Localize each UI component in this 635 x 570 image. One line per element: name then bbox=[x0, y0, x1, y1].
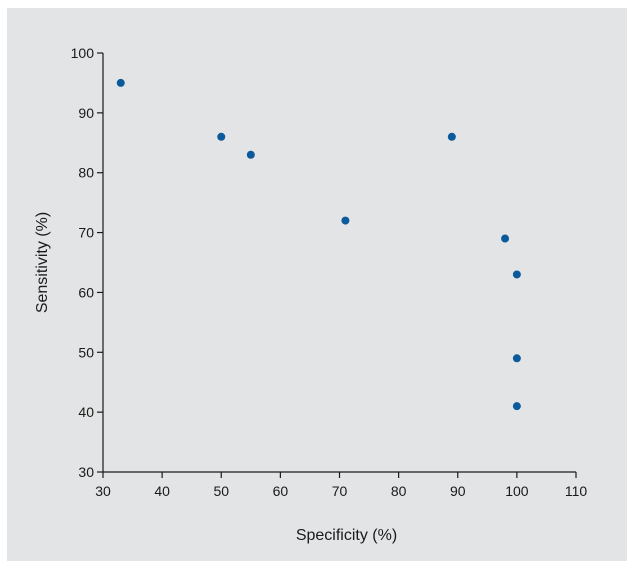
chart-panel bbox=[7, 8, 627, 561]
y-tick-label: 90 bbox=[78, 105, 94, 121]
y-tick-label: 70 bbox=[78, 225, 94, 241]
y-tick-label: 60 bbox=[78, 284, 94, 300]
y-tick-label: 50 bbox=[78, 344, 94, 360]
data-point bbox=[116, 78, 125, 87]
data-point bbox=[512, 354, 521, 363]
data-point bbox=[217, 132, 226, 141]
y-axis-title: Sensitivity (%) bbox=[34, 212, 51, 313]
x-tick-label: 100 bbox=[505, 483, 529, 499]
data-points bbox=[116, 78, 521, 411]
data-point bbox=[512, 270, 521, 279]
x-tick-label: 80 bbox=[391, 483, 407, 499]
x-tick-label: 50 bbox=[213, 483, 229, 499]
y-ticks: 30 40 50 60 70 80 90 100 bbox=[71, 45, 103, 480]
x-tick-label: 30 bbox=[95, 483, 111, 499]
x-axis-title: Specificity (%) bbox=[296, 527, 397, 544]
data-point bbox=[341, 216, 350, 225]
x-ticks: 30 40 50 60 70 80 90 100 110 bbox=[95, 472, 587, 499]
y-tick-label: 40 bbox=[78, 404, 94, 420]
data-point bbox=[501, 234, 510, 243]
data-point bbox=[246, 150, 255, 159]
data-point bbox=[447, 132, 456, 141]
x-tick-label: 90 bbox=[450, 483, 466, 499]
y-tick-label: 80 bbox=[78, 165, 94, 181]
x-tick-label: 70 bbox=[332, 483, 348, 499]
axes bbox=[102, 53, 576, 473]
x-tick-label: 40 bbox=[154, 483, 170, 499]
y-tick-label: 100 bbox=[71, 45, 95, 61]
x-tick-label: 60 bbox=[273, 483, 289, 499]
x-tick-label: 110 bbox=[565, 483, 588, 499]
data-point bbox=[512, 402, 521, 411]
y-tick-label: 30 bbox=[78, 464, 94, 480]
